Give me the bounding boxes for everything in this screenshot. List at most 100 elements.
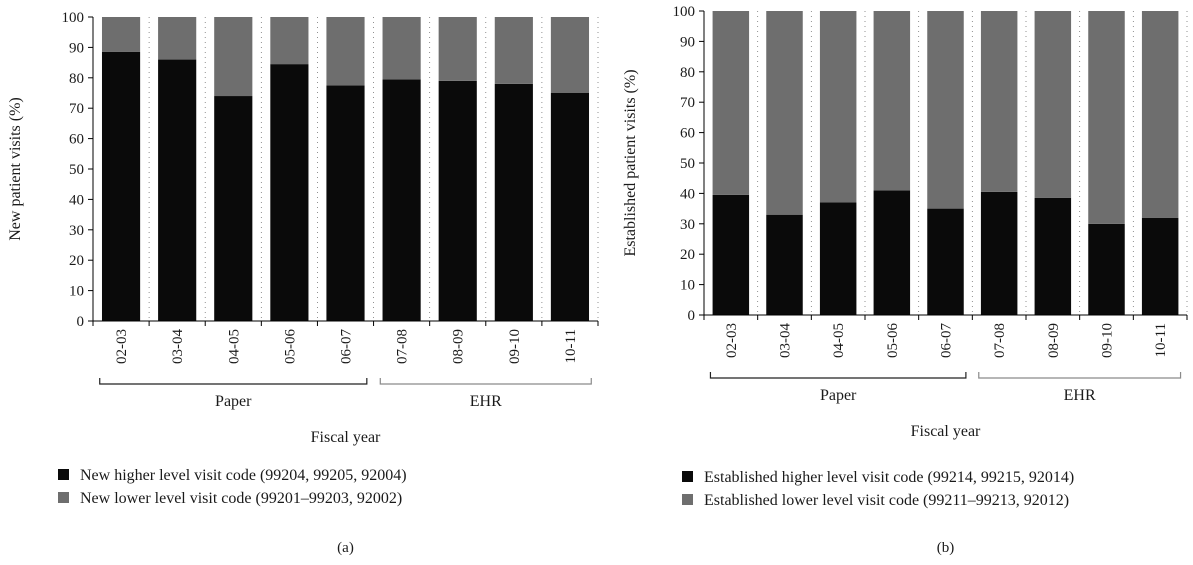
- bar-higher-05-06: [270, 64, 309, 322]
- y-tick-label: 60: [69, 132, 84, 148]
- panel-label: (b): [937, 540, 955, 556]
- bar-lower-10-11: [1141, 11, 1179, 218]
- bar-higher-10-11: [1141, 217, 1179, 315]
- group-label-paper: Paper: [215, 393, 252, 410]
- y-tick-label: 30: [680, 217, 695, 233]
- y-tick-label: 30: [69, 223, 84, 239]
- bar-higher-05-06: [873, 190, 911, 315]
- legend-swatch-higher: [682, 471, 693, 482]
- bar-higher-03-04: [158, 59, 197, 322]
- bar-higher-07-08: [980, 191, 1018, 315]
- legend-swatch-lower: [58, 492, 69, 503]
- bar-lower-08-09: [438, 17, 477, 81]
- y-tick-label: 50: [69, 162, 84, 178]
- x-tick-label: 03-04: [170, 329, 186, 364]
- bar-higher-02-03: [712, 194, 750, 315]
- y-tick-label: 70: [69, 101, 84, 117]
- group-label-ehr: EHR: [1064, 387, 1096, 404]
- panel-label: (a): [337, 540, 354, 556]
- bar-higher-07-08: [382, 79, 421, 321]
- y-axis-label: Established patient visits (%): [622, 69, 639, 256]
- bar-higher-02-03: [101, 51, 141, 322]
- bar-higher-09-10: [1088, 223, 1125, 315]
- x-tick-label: 08-09: [1046, 323, 1062, 358]
- x-tick-label: 06-07: [339, 329, 355, 364]
- bar-lower-05-06: [873, 11, 911, 191]
- bar-higher-09-10: [494, 83, 533, 321]
- group-bracket-paper: [99, 378, 368, 385]
- x-tick-label: 05-06: [885, 323, 901, 358]
- legend-swatch-higher: [58, 469, 69, 480]
- y-tick-label: 100: [62, 10, 85, 26]
- y-tick-label: 0: [688, 308, 696, 324]
- y-tick-label: 80: [680, 65, 695, 81]
- chart-panel-a: 0 10 20 30 40 50 60 70 80 90 100 02-03 03-04 04-05 05-…: [7, 10, 599, 556]
- bar-lower-09-10: [494, 17, 533, 84]
- y-tick-label: 90: [680, 34, 695, 50]
- x-tick-label: 07-08: [992, 323, 1008, 358]
- x-tick-label: 07-08: [395, 329, 411, 364]
- y-tick-label: 10: [69, 284, 84, 300]
- y-tick-label: 50: [680, 156, 695, 172]
- bar-higher-08-09: [1034, 197, 1072, 315]
- group-label-ehr: EHR: [470, 393, 502, 410]
- bar-higher-04-05: [214, 96, 253, 321]
- x-tick-label: 09-10: [507, 329, 523, 364]
- bar-higher-10-11: [550, 93, 590, 321]
- y-tick-label: 90: [69, 40, 84, 56]
- legend-label-lower: Established lower level visit code (9921…: [704, 492, 1069, 509]
- x-tick-label: 06-07: [939, 323, 955, 358]
- bar-higher-04-05: [819, 202, 857, 315]
- y-tick-label: 40: [69, 192, 84, 208]
- bar-lower-03-04: [766, 11, 803, 215]
- chart-panel-b: 0 10 20 30 40 50 60 70 80 90 100 02-03 03-04 04-05 05-…: [622, 4, 1188, 556]
- bar-lower-05-06: [270, 17, 309, 65]
- x-tick-label: 02-03: [724, 323, 740, 358]
- bar-lower-06-07: [927, 11, 964, 209]
- x-tick-label: 05-06: [282, 329, 298, 364]
- x-tick-label: 03-04: [778, 323, 794, 358]
- y-tick-label: 70: [680, 95, 695, 111]
- y-tick-label: 100: [673, 4, 696, 20]
- y-tick-label: 60: [680, 126, 695, 142]
- bar-lower-08-09: [1034, 11, 1072, 198]
- x-tick-label: 04-05: [831, 323, 847, 358]
- bar-lower-02-03: [101, 17, 141, 52]
- y-axis-label: New patient visits (%): [7, 97, 24, 241]
- bar-lower-07-08: [980, 11, 1018, 192]
- bar-lower-06-07: [326, 17, 365, 86]
- bar-lower-02-03: [712, 11, 750, 195]
- bar-lower-03-04: [158, 17, 197, 60]
- x-axis-label: Fiscal year: [911, 423, 981, 440]
- group-bracket-ehr: [379, 378, 592, 385]
- x-tick-label: 02-03: [114, 329, 130, 364]
- y-tick-label: 20: [69, 253, 84, 269]
- x-tick-label: 09-10: [1100, 323, 1116, 358]
- bar-lower-09-10: [1088, 11, 1125, 224]
- bar-lower-07-08: [382, 17, 421, 80]
- y-tick-label: 20: [680, 247, 695, 263]
- bar-higher-06-07: [927, 208, 964, 315]
- legend-label-higher: New higher level visit code (99204, 9920…: [80, 467, 407, 484]
- bar-higher-03-04: [766, 214, 803, 315]
- bar-lower-04-05: [819, 11, 857, 203]
- legend-label-lower: New lower level visit code (99201–99203,…: [80, 490, 402, 507]
- x-tick-label: 08-09: [451, 329, 467, 364]
- bar-higher-06-07: [326, 85, 365, 322]
- y-tick-label: 10: [680, 278, 695, 294]
- group-label-paper: Paper: [820, 387, 857, 404]
- bar-lower-04-05: [214, 17, 253, 97]
- group-bracket-ehr: [978, 372, 1182, 379]
- y-tick-label: 0: [77, 314, 85, 330]
- y-tick-label: 80: [69, 71, 84, 87]
- legend-label-higher: Established higher level visit code (992…: [704, 469, 1074, 486]
- bar-lower-10-11: [550, 17, 590, 93]
- y-tick-label: 40: [680, 186, 695, 202]
- bar-higher-08-09: [438, 80, 477, 321]
- legend-swatch-lower: [682, 494, 693, 505]
- x-tick-label: 10-11: [1153, 323, 1169, 357]
- x-axis-label: Fiscal year: [311, 429, 381, 446]
- x-tick-label: 04-05: [226, 329, 242, 364]
- group-bracket-paper: [709, 372, 967, 379]
